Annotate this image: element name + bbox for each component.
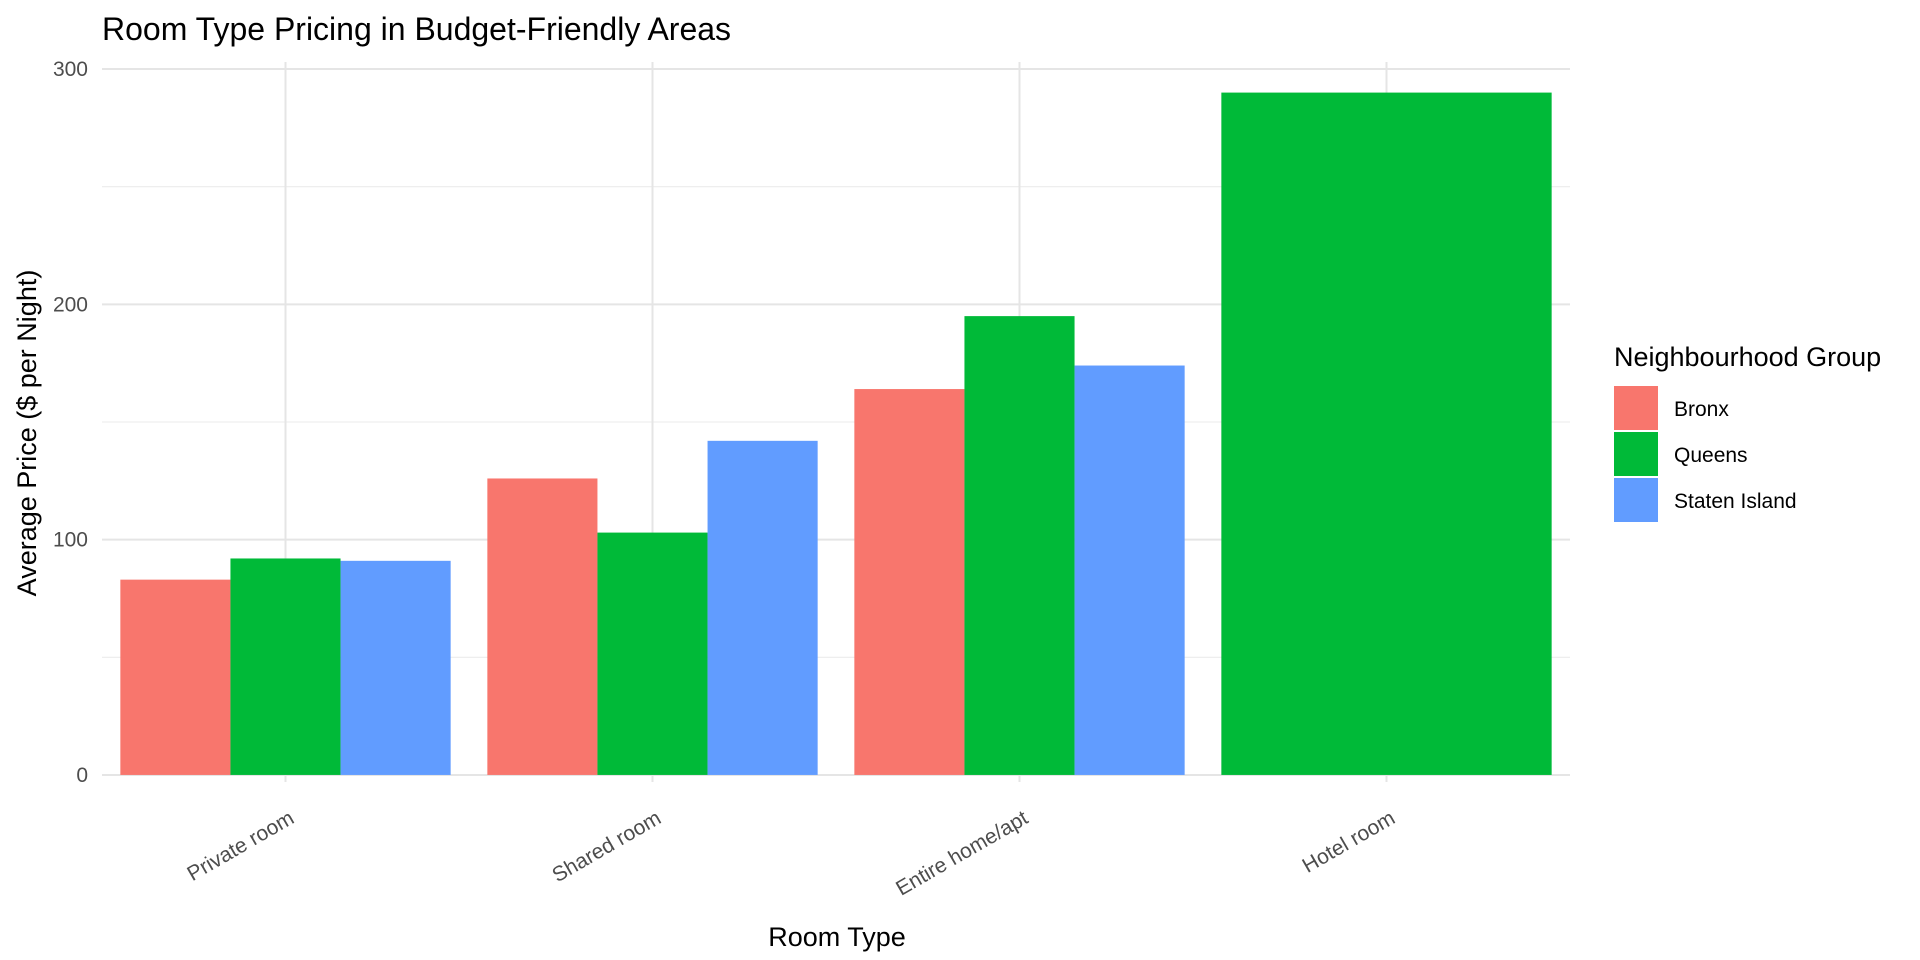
- y-axis-title: Average Price ($ per Night): [12, 270, 42, 597]
- bar-staten-island-shared-room: [707, 440, 818, 775]
- x-axis-title: Room Type: [768, 922, 906, 952]
- y-tick-label: 200: [53, 293, 88, 316]
- x-tick-label: Shared room: [548, 806, 665, 887]
- legend-title: Neighbourhood Group: [1614, 342, 1881, 372]
- bar-queens-shared-room: [597, 532, 708, 775]
- y-tick-label: 100: [53, 529, 88, 552]
- bar-queens-entire-home-apt: [964, 316, 1075, 775]
- legend-items: Bronx Queens Staten Island: [1614, 386, 1797, 522]
- bar-staten-island-entire-home-apt: [1074, 365, 1185, 775]
- legend-label: Queens: [1674, 444, 1748, 467]
- y-tick-label: 300: [53, 58, 88, 81]
- bar-staten-island-private-room: [340, 560, 451, 775]
- y-tick-label: 0: [76, 764, 88, 787]
- legend-key-staten-island: [1614, 478, 1658, 522]
- bar-bronx-shared-room: [487, 478, 598, 775]
- bar-bronx-private-room: [120, 579, 231, 775]
- x-tick-label: Hotel room: [1299, 806, 1399, 877]
- y-axis-ticks: 0 100 200 300: [53, 58, 88, 787]
- bar-bronx-entire-home-apt: [854, 389, 965, 775]
- legend-key-queens: [1614, 432, 1658, 476]
- bar-queens-private-room: [230, 558, 341, 775]
- bars: [120, 92, 1552, 775]
- bar-queens-hotel-room: [1221, 92, 1552, 775]
- chart-title: Room Type Pricing in Budget-Friendly Are…: [102, 11, 731, 47]
- x-tick-label: Entire home/apt: [892, 806, 1032, 900]
- legend-label: Staten Island: [1674, 490, 1797, 513]
- legend-label: Bronx: [1674, 398, 1729, 421]
- legend-key-bronx: [1614, 386, 1658, 430]
- x-tick-label: Private room: [183, 806, 298, 885]
- legend: Neighbourhood Group Bronx Queens Staten Is…: [1614, 342, 1881, 522]
- x-axis-ticks: Private room Shared room Entire home/apt Ho…: [183, 806, 1399, 900]
